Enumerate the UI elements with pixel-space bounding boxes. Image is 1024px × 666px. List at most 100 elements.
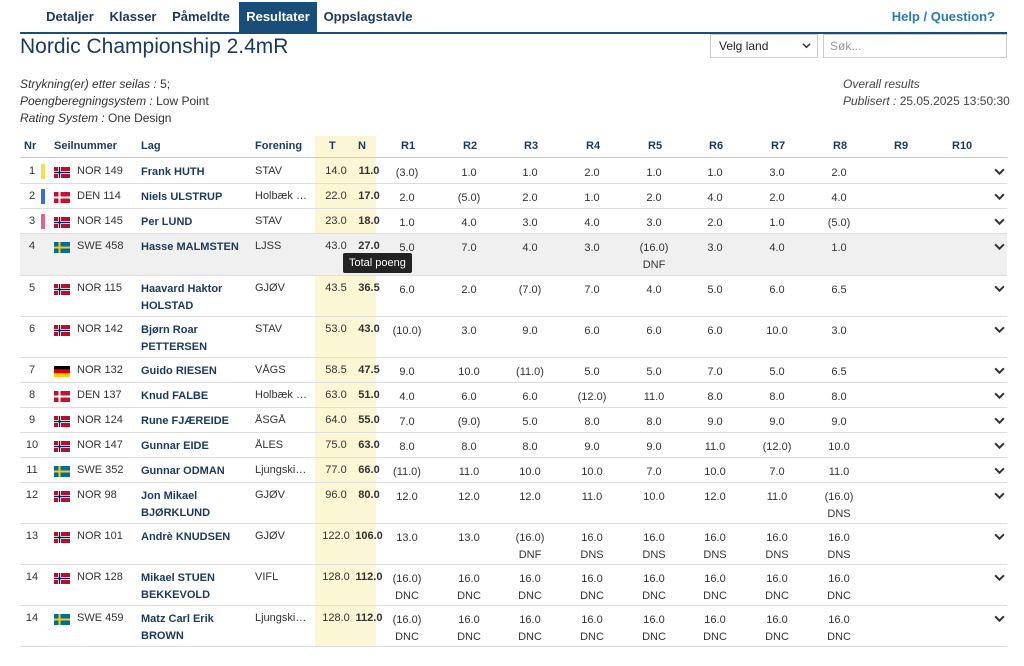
sailor-name-link[interactable]: Knud FALBE xyxy=(141,390,209,402)
table-row[interactable]: 14 NOR 128 Mikael STUEN BEKKEVOLD VIFL 128.0… xyxy=(20,565,1007,606)
column-header-n[interactable]: N xyxy=(358,140,366,152)
sail-number-cell: NOR 98 xyxy=(77,489,117,501)
chevron-down-icon[interactable] xyxy=(994,216,1005,227)
table-row[interactable]: 3 NOR 145 Per LUND STAV 23.0 18.0 1.0 4.0 3.0 4.0… xyxy=(20,209,1007,234)
race-score-value: (16.0) xyxy=(515,532,545,544)
race-score-value: 13.0 xyxy=(458,532,480,544)
tab-oppslagstavle[interactable]: Oppslagstavle xyxy=(323,9,413,24)
table-row[interactable]: 13 NOR 101 Andrè KNUDSEN GJØV 122.0 106.0 13.0… xyxy=(20,524,1007,565)
medal-marker xyxy=(41,189,45,204)
column-header-r3[interactable]: R3 xyxy=(524,140,539,152)
chevron-down-icon[interactable] xyxy=(994,531,1005,542)
race-score-value: 2.0 xyxy=(707,217,723,229)
sailor-name-link[interactable]: Per LUND xyxy=(141,216,193,228)
table-row[interactable]: 6 NOR 142 Bjørn Roar PETTERSEN STAV 53.0 43.0… xyxy=(20,317,1007,358)
race-score-r2: (5.0) xyxy=(444,190,494,207)
flag-swe-icon xyxy=(54,466,70,477)
sailor-name-link[interactable]: Mikael STUEN BEKKEVOLD xyxy=(141,572,215,601)
column-header-r2[interactable]: R2 xyxy=(463,140,478,152)
chevron-down-icon[interactable] xyxy=(994,390,1005,401)
sailor-name-link[interactable]: Hasse MALMSTEN xyxy=(141,241,239,253)
column-header-r9[interactable]: R9 xyxy=(894,140,909,152)
chevron-down-icon[interactable] xyxy=(994,440,1005,451)
tab-resultater[interactable]: Resultater xyxy=(239,2,317,32)
table-row[interactable]: 14 SWE 459 Matz Carl Erik BROWN Ljungskile.… xyxy=(20,606,1007,647)
total-cell: 43.5 xyxy=(325,282,347,294)
flag-nor-icon xyxy=(54,491,70,502)
help-link[interactable]: Help / Question? xyxy=(891,9,995,24)
table-row[interactable]: 9 NOR 124 Rune FJÆREIDE ÅSGÅ 64.0 55.0 7.0 (9.0… xyxy=(20,408,1007,433)
race-score-r3: (7.0) xyxy=(505,282,555,299)
race-score-r3: 16.0 DNC xyxy=(505,571,555,605)
column-header-lag[interactable]: Lag xyxy=(141,140,161,152)
net-cell: 112.0 xyxy=(355,612,383,624)
sailor-name-link[interactable]: Rune FJÆREIDE xyxy=(141,415,230,427)
chevron-down-icon[interactable] xyxy=(994,490,1005,501)
chevron-down-icon[interactable] xyxy=(994,415,1005,426)
column-header-nr[interactable]: Nr xyxy=(24,140,37,152)
table-row[interactable]: 4 SWE 458 Hasse MALMSTEN LJSS 43.0 27.0 5.0 7.0… xyxy=(20,234,1007,276)
sailor-name-link[interactable]: Jon Mikael BJØRKLUND xyxy=(141,490,211,519)
table-row[interactable]: 7 NOR 132 Guido RIESEN VÅGS 58.5 47.5 9.0 10.0 (… xyxy=(20,358,1007,383)
column-header-forening[interactable]: Forening xyxy=(255,140,303,152)
chevron-down-icon[interactable] xyxy=(994,241,1005,252)
chevron-down-icon[interactable] xyxy=(994,283,1005,294)
race-score-r5: 10.0 xyxy=(629,489,679,506)
sailor-name-link[interactable]: Haavard Haktor HOLSTAD xyxy=(141,283,223,312)
sail-number-cell: DEN 114 xyxy=(77,190,121,202)
chevron-down-icon[interactable] xyxy=(994,365,1005,376)
race-score-value: 9.0 xyxy=(522,325,538,337)
column-header-seilnummer[interactable]: Seilnummer xyxy=(54,140,117,152)
column-header-r4[interactable]: R4 xyxy=(586,140,601,152)
chevron-down-icon[interactable] xyxy=(994,191,1005,202)
race-score-r4: 11.0 xyxy=(567,489,617,506)
tab-klasser[interactable]: Klasser xyxy=(109,9,157,24)
chevron-down-icon[interactable] xyxy=(994,572,1005,583)
race-score-r1: (3.0) xyxy=(382,165,432,182)
table-row[interactable]: 12 NOR 98 Jon Mikael BJØRKLUND GJØV 96.0 80.0… xyxy=(20,483,1007,524)
race-score-r3: 9.0 xyxy=(505,323,555,340)
rank-cell: 5 xyxy=(28,282,36,294)
table-row[interactable]: 1 NOR 149 Frank HUTH STAV 14.0 11.0 (3.0) 1.0 1.… xyxy=(20,159,1007,184)
column-header-r8[interactable]: R8 xyxy=(833,140,848,152)
race-score-r6: 2.0 xyxy=(690,215,740,232)
sailor-name-link[interactable]: Frank HUTH xyxy=(141,166,205,178)
table-row[interactable]: 5 NOR 115 Haavard Haktor HOLSTAD GJØV 43.5 36… xyxy=(20,276,1007,317)
column-header-r1[interactable]: R1 xyxy=(401,140,416,152)
column-header-r5[interactable]: R5 xyxy=(648,140,663,152)
results-table-header: Nr Seilnummer Lag Forening T N R1 R2 R3 R4 R5 R6 R7 R… xyxy=(20,136,1007,158)
sailor-name-link[interactable]: Niels ULSTRUP xyxy=(141,191,223,203)
race-score-value: 1.0 xyxy=(769,217,785,229)
race-score-r5: 8.0 xyxy=(629,414,679,431)
meta-scoring: Poengberegningsystem : Low Point xyxy=(20,94,209,108)
column-header-r7[interactable]: R7 xyxy=(771,140,786,152)
sailor-name-link[interactable]: Gunnar ODMAN xyxy=(141,465,225,477)
sailor-name-link[interactable]: Bjørn Roar PETTERSEN xyxy=(141,324,208,353)
chevron-down-icon[interactable] xyxy=(994,465,1005,476)
race-score-value: 8.0 xyxy=(707,391,723,403)
medal-marker xyxy=(41,164,45,179)
sailor-name-link[interactable]: Gunnar EIDE xyxy=(141,440,209,452)
sailor-name-link[interactable]: Matz Carl Erik BROWN xyxy=(141,613,214,642)
sailor-name-link[interactable]: Guido RIESEN xyxy=(141,365,217,377)
chevron-down-icon[interactable] xyxy=(994,324,1005,335)
table-row[interactable]: 11 SWE 352 Gunnar ODMAN Ljungskill... 77.0 66… xyxy=(20,458,1007,483)
chevron-down-icon[interactable] xyxy=(994,166,1005,177)
tab-pameldte[interactable]: Påmeldte xyxy=(172,9,230,24)
total-cell: 96.0 xyxy=(325,489,347,501)
chevron-down-icon[interactable] xyxy=(994,613,1005,624)
race-score-value: 8.0 xyxy=(522,441,538,453)
column-header-r10[interactable]: R10 xyxy=(952,140,973,152)
table-row[interactable]: 8 DEN 137 Knud FALBE Holbæk S... 63.0 51.0 4.0… xyxy=(20,383,1007,408)
race-score-value: 11.0 xyxy=(704,441,726,453)
search-input[interactable]: Søk... xyxy=(823,34,1007,58)
sailor-name-link[interactable]: Andrè KNUDSEN xyxy=(141,531,231,543)
race-score-value: 16.0 xyxy=(458,573,480,585)
table-row[interactable]: 2 DEN 114 Niels ULSTRUP Holbæk S... 22.0 17.0… xyxy=(20,184,1007,209)
table-row[interactable]: 10 NOR 147 Gunnar EIDE ÅLES 75.0 63.0 8.0 8.0 8.… xyxy=(20,433,1007,458)
column-header-r6[interactable]: R6 xyxy=(709,140,724,152)
country-select[interactable]: Velg land xyxy=(710,34,818,58)
tab-detaljer[interactable]: Detaljer xyxy=(46,9,94,24)
column-header-t[interactable]: T xyxy=(329,140,336,152)
published-label: Publisert : xyxy=(843,94,897,108)
